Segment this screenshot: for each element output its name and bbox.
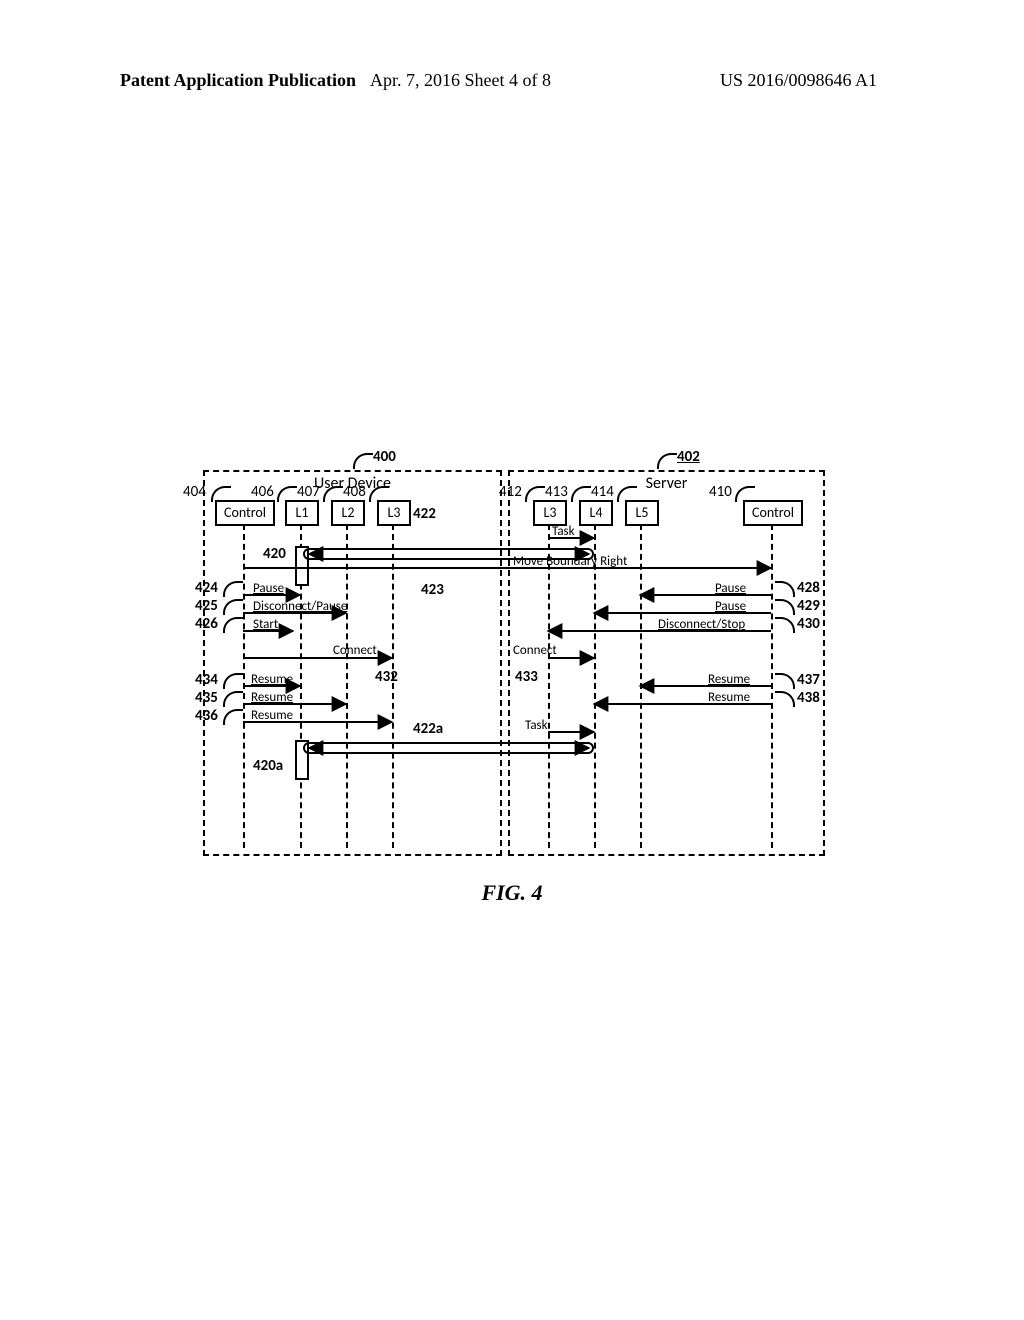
label-pause-right-2: Pause [715, 599, 746, 614]
label-disconnect-pause: Disconnect/Pause [253, 599, 347, 614]
ref-422a: 422a [413, 720, 443, 738]
label-resume-left-2: Resume [251, 690, 293, 705]
ref-412: 412 [499, 483, 522, 501]
ref-430: 430 [797, 615, 820, 633]
ref-420a: 420a [253, 757, 283, 775]
ref-423: 423 [421, 581, 444, 599]
arrows-layer [203, 450, 821, 852]
ref-406: 406 [251, 483, 274, 501]
ref-428: 428 [797, 579, 820, 597]
ref-407: 407 [297, 483, 320, 501]
ref-436: 436 [195, 707, 218, 725]
ref-410: 410 [709, 483, 732, 501]
ref-425: 425 [195, 597, 218, 615]
ref-408: 408 [343, 483, 366, 501]
label-task-2: Task [525, 718, 548, 733]
ref-400: 400 [373, 448, 396, 466]
ref-434: 434 [195, 671, 218, 689]
ref-437: 437 [797, 671, 820, 689]
ref-432: 432 [375, 668, 398, 686]
label-resume-right-2: Resume [708, 690, 750, 705]
ref-424: 424 [195, 579, 218, 597]
ref-433: 433 [515, 668, 538, 686]
label-disconnect-stop: Disconnect/Stop [658, 617, 745, 632]
label-connect-left: Connect [333, 643, 377, 658]
label-task-1: Task [552, 524, 575, 539]
ref-402: 402 [677, 448, 700, 466]
label-pause-right-1: Pause [715, 581, 746, 596]
label-resume-right-1: Resume [708, 672, 750, 687]
ref-420: 420 [263, 545, 286, 563]
label-connect-right: Connect [513, 643, 557, 658]
ref-426: 426 [195, 615, 218, 633]
ref-435: 435 [195, 689, 218, 707]
ref-429: 429 [797, 597, 820, 615]
figure-caption: FIG. 4 [0, 880, 1024, 906]
sequence-diagram: User Device Server Control L1 L2 L3 L3 L… [203, 450, 821, 852]
label-resume-left-1: Resume [251, 672, 293, 687]
label-start: Start [253, 617, 278, 632]
ref-404: 404 [183, 483, 206, 501]
label-pause-left: Pause [253, 581, 284, 596]
ref-422: 422 [413, 505, 436, 523]
label-resume-left-3: Resume [251, 708, 293, 723]
page-root: Patent Application Publication Apr. 7, 2… [0, 0, 1024, 1320]
ref-413: 413 [545, 483, 568, 501]
header-left: Patent Application Publication [120, 70, 356, 91]
ref-438: 438 [797, 689, 820, 707]
label-move-boundary: Move Boundary Right [513, 554, 627, 569]
ref-414: 414 [591, 483, 614, 501]
header-right: US 2016/0098646 A1 [720, 70, 877, 91]
header-center: Apr. 7, 2016 Sheet 4 of 8 [370, 70, 551, 91]
